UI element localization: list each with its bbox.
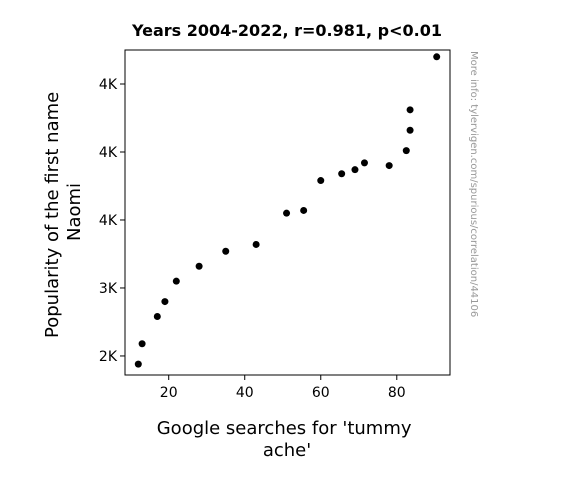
plot-area: 20 40 60 80 2K 3K 4K 4K 4K (99, 49, 451, 401)
data-point (134, 360, 142, 368)
y-tick-label: 4K (99, 213, 118, 229)
data-point (300, 206, 308, 214)
data-points (134, 53, 441, 368)
data-point (351, 166, 359, 174)
y-tick-label: 2K (99, 349, 118, 365)
data-point (161, 298, 169, 306)
x-tick-label: 40 (236, 385, 254, 401)
y-axis-label: Popularity of the first name Naomi (42, 86, 85, 338)
y-axis-label-line-1: Popularity of the first name (42, 92, 63, 338)
y-tick-label: 4K (99, 145, 118, 161)
x-tick-label: 60 (312, 385, 330, 401)
data-point (433, 53, 441, 61)
x-tick-label: 20 (160, 385, 178, 401)
data-point (172, 277, 180, 285)
data-point (406, 106, 414, 114)
data-point (283, 209, 291, 217)
y-axis-label-line-2: Naomi (64, 183, 85, 241)
data-point (195, 262, 203, 270)
x-tick-label: 80 (388, 385, 406, 401)
data-point (402, 147, 410, 155)
x-axis: 20 40 60 80 (160, 375, 406, 401)
y-tick-label: 4K (99, 77, 118, 93)
watermark-text: More info: tylervigen.com/spurious/corre… (468, 51, 479, 317)
y-tick-label: 3K (99, 281, 118, 297)
data-point (222, 247, 230, 255)
data-point (252, 240, 260, 248)
data-point (338, 170, 346, 178)
x-axis-label: Google searches for 'tummy ache' (157, 418, 418, 461)
y-axis: 2K 3K 4K 4K 4K (99, 77, 125, 365)
x-axis-label-line-1: Google searches for 'tummy (157, 418, 412, 439)
data-point (406, 126, 414, 134)
data-point (138, 340, 146, 348)
data-point (360, 159, 368, 167)
chart-title: Years 2004-2022, r=0.981, p<0.01 (131, 21, 442, 40)
plot-frame (124, 49, 451, 376)
x-axis-label-line-2: ache' (263, 440, 311, 461)
data-point (153, 313, 161, 321)
data-point (385, 162, 393, 170)
data-point (317, 177, 325, 185)
